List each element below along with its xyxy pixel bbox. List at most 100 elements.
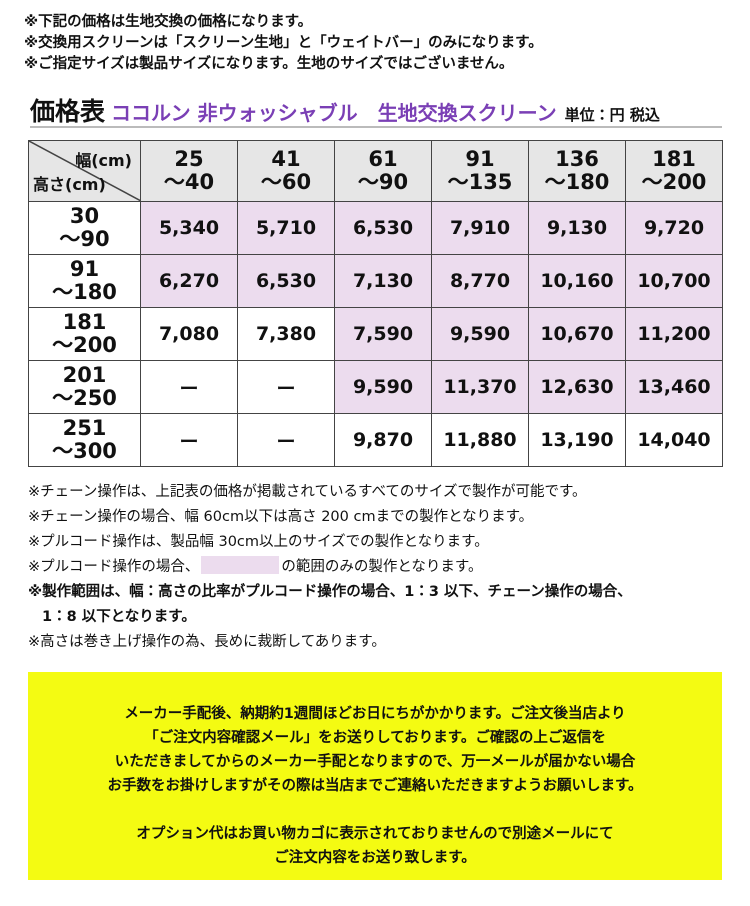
note: ※製作範囲は、幅：高さの比率がプルコード操作の場合、1：3 以下、チェーン操作の…	[28, 580, 748, 630]
row-header-line: 201	[62, 363, 107, 387]
note-text: ※製作範囲は、幅：高さの比率がプルコード操作の場合、1：3 以下、チェーン操作の…	[28, 584, 632, 600]
column-header: 25 ～40	[140, 140, 238, 202]
row: 201 ～250 ーー 9,590 11,370 12,630 13,460	[28, 360, 723, 414]
note-text: 1：8 以下となります。	[42, 609, 196, 625]
column-header-line: ～60	[260, 170, 312, 194]
row-header-line: 251	[62, 416, 107, 440]
price-cell: 5,340	[140, 201, 238, 255]
row: 181 ～200 7,080 7,380 7,590 9,590 10,670 11,200	[28, 307, 723, 361]
row-header-line: ～90	[59, 227, 110, 251]
price-cell: ー	[140, 360, 238, 414]
row-header-line: 91	[69, 257, 100, 281]
notice-box: メーカー手配後、納期約1週間ほどお日にちがかかります。ご注文後当店より 「ご注文内…	[28, 672, 722, 880]
price-cell: ー	[237, 360, 335, 414]
row: 30 ～90 5,340 5,710 6,530 7,910 9,130 9,720	[28, 201, 723, 255]
price-cell: 9,870	[334, 413, 432, 467]
note: ※チェーン操作は、上記表の価格が掲載されているすべてのサイズで製作が可能です。	[28, 484, 587, 500]
column-header-line: ～180	[544, 170, 610, 194]
price-cell: 10,670	[528, 307, 626, 361]
price-cell: 9,130	[528, 201, 626, 255]
notice-line: ご注文内容をお送り致します。	[274, 850, 476, 866]
price-cell: 7,130	[334, 254, 432, 308]
color-swatch	[201, 556, 280, 574]
row-header: 201 ～250	[28, 360, 141, 414]
column-header-line: 61	[368, 147, 398, 171]
row-header: 181 ～200	[28, 307, 141, 361]
price-cell: 6,530	[237, 254, 335, 308]
note: ※下記の価格は生地交換の価格になります。	[24, 14, 313, 30]
height-label: 高さ(cm)	[33, 175, 106, 194]
notice-line: メーカー手配後、納期約1週間ほどお日にちがかかります。ご注文後当店より	[124, 706, 626, 722]
note-text: ※プルコード操作の場合、	[28, 559, 200, 575]
column-header: 61 ～90	[334, 140, 432, 202]
column-header-line: ～200	[641, 170, 707, 194]
note: ※交換用スクリーンは「スクリーン生地」と「ウェイトバー」のみになります。	[24, 35, 543, 51]
price-cell: 14,040	[625, 413, 723, 467]
note: ※ご指定サイズは製品サイズになります。生地のサイズではございません。	[24, 56, 514, 72]
column-header-line: 25	[174, 147, 204, 171]
width-label: 幅(cm)	[75, 151, 132, 170]
row: 91 ～180 6,270 6,530 7,130 8,770 10,160 10,700	[28, 254, 723, 308]
price-cell: 8,770	[431, 254, 529, 308]
row: 251 ～300 ーー 9,870 11,880 13,190 14,040	[28, 413, 723, 467]
price-cell: 11,880	[431, 413, 529, 467]
column-header-line: 181	[652, 147, 696, 171]
column-header-line: 136	[555, 147, 599, 171]
price-cell: 6,270	[140, 254, 238, 308]
price-cell: 11,200	[625, 307, 723, 361]
column-header-line: 41	[271, 147, 301, 171]
bottom-notes: ※チェーン操作は、上記表の価格が掲載されているすべてのサイズで製作が可能です。 …	[28, 480, 748, 655]
note: ※高さは巻き上げ操作の為、長めに裁断してあります。	[28, 634, 386, 650]
notice-line: オプション代はお買い物カゴに表示されておりませんので別途メールにて	[136, 826, 614, 842]
row-header-line: ～200	[52, 333, 117, 357]
column-header: 41 ～60	[237, 140, 335, 202]
row-header-line: ～180	[52, 280, 117, 304]
diagonal	[29, 141, 141, 201]
column-header-line: ～135	[447, 170, 513, 194]
column-header: 136 ～180	[528, 140, 626, 202]
column-header-line: 91	[465, 147, 495, 171]
price-cell: 7,590	[334, 307, 432, 361]
corner-cell: 幅(cm) 高さ(cm)	[28, 140, 141, 202]
price-cell: ー	[237, 413, 335, 467]
price-cell: 10,700	[625, 254, 723, 308]
price-cell: 7,080	[140, 307, 238, 361]
price-cell: 9,590	[334, 360, 432, 414]
notice-line: お手数をお掛けしますがその際は当店までご連絡いただきますようお願いします。	[107, 778, 643, 794]
row-header: 91 ～180	[28, 254, 141, 308]
row-header-line: ～300	[52, 439, 117, 463]
row-header-line: ～250	[52, 386, 117, 410]
price-cell: 12,630	[528, 360, 626, 414]
price-cell: 13,460	[625, 360, 723, 414]
header-row: 幅(cm) 高さ(cm) 25 ～40 41 ～60 61 ～90 91 ～135 136 ～180 1…	[28, 140, 723, 202]
price-cell: 6,530	[334, 201, 432, 255]
column-header: 181 ～200	[625, 140, 723, 202]
price-cell: 13,190	[528, 413, 626, 467]
note-text: の範囲のみの製作となります。	[281, 559, 483, 575]
note: ※プルコード操作は、製品幅 30cm以上のサイズでの製作となります。	[28, 534, 489, 550]
notice-line: 「ご注文内容確認メール」をお送りしております。ご確認の上ご返信を	[144, 730, 606, 746]
price-cell: 9,590	[431, 307, 529, 361]
column-header-line: ～90	[357, 170, 409, 194]
product-name: ココルン 非ウォッシャブル 生地交換スクリーン	[111, 101, 557, 125]
row-header: 30 ～90	[28, 201, 141, 255]
note: ※プルコード操作の場合、 の範囲のみの製作となります。	[28, 555, 748, 580]
price-cell: 5,710	[237, 201, 335, 255]
row-header-line: 181	[62, 310, 107, 334]
notice-paragraph: オプション代はお買い物カゴに表示されておりませんので別途メールにて ご注文内容をお…	[28, 822, 722, 870]
title: 価格表	[30, 97, 106, 126]
price-cell: 7,910	[431, 201, 529, 255]
notice-paragraph: メーカー手配後、納期約1週間ほどお日にちがかかります。ご注文後当店より 「ご注文内…	[28, 702, 722, 798]
notice-line: いただきましてからのメーカー手配となりますので、万一メールが届かない場合	[114, 754, 636, 770]
note: ※チェーン操作の場合、幅 60cm以下は高さ 200 cmまでの製作となります。	[28, 509, 534, 525]
unit: 単位：円 税込	[564, 106, 660, 124]
header: 価格表 ココルン 非ウォッシャブル 生地交換スクリーン 単位：円 税込	[30, 92, 722, 128]
price-cell: 10,160	[528, 254, 626, 308]
price-cell: 11,370	[431, 360, 529, 414]
price-table: 幅(cm) 高さ(cm) 25 ～40 41 ～60 61 ～90 91 ～135 136 ～180 1…	[28, 140, 723, 467]
column-header-line: ～40	[163, 170, 215, 194]
row-header-line: 30	[69, 204, 100, 228]
price-cell: 7,380	[237, 307, 335, 361]
price-cell: 9,720	[625, 201, 723, 255]
